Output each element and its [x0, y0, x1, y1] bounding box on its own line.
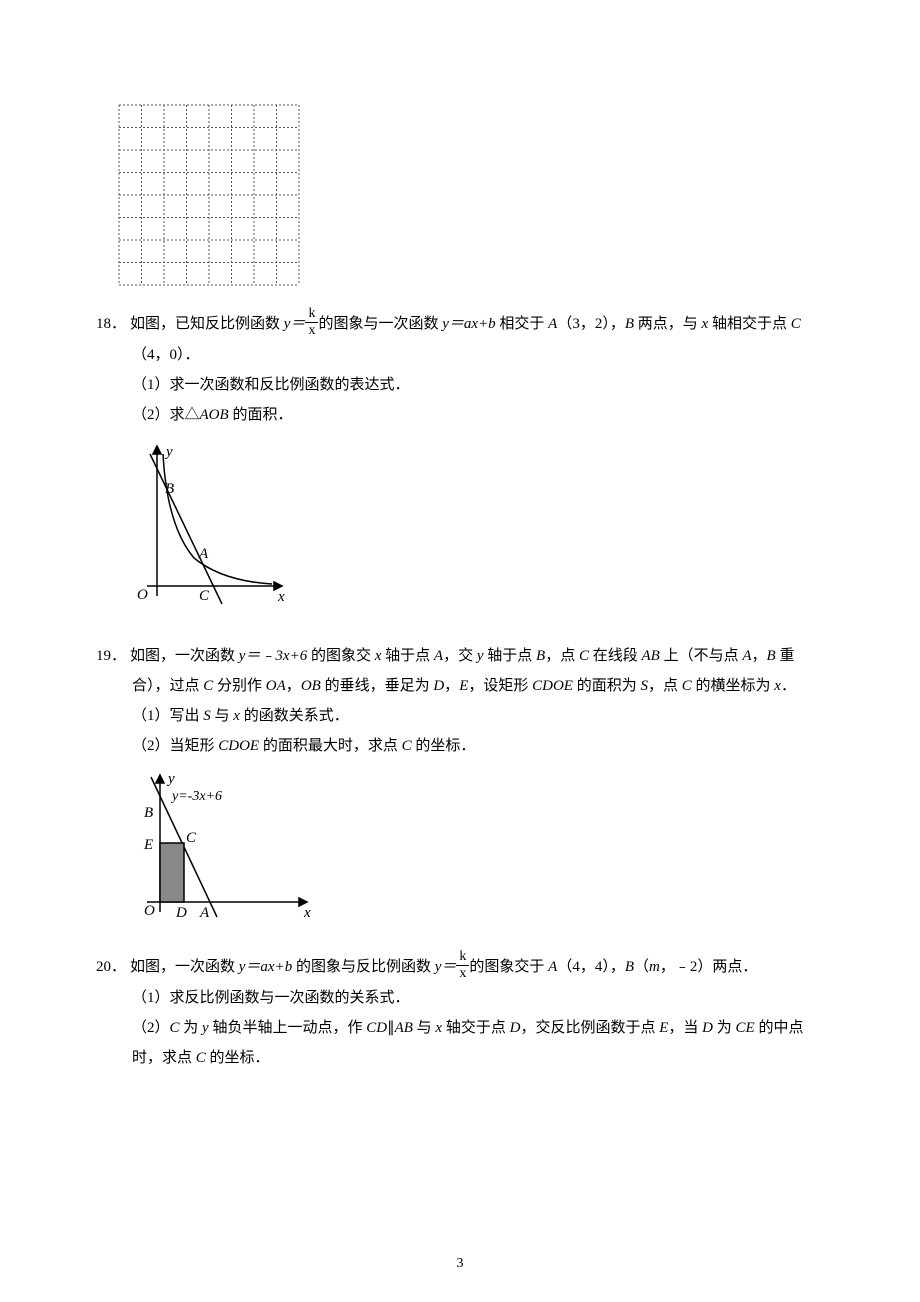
svg-text:x: x [277, 589, 285, 605]
q18-p1: （1）求一次函数和反比例函数的表达式． [90, 370, 830, 400]
page: 18．如图，已知反比例函数 y＝kx的图象与一次函数 y＝ax+b 相交于 A（… [0, 0, 920, 1302]
grid-figure-wrap [90, 100, 830, 295]
q19-p2: （2）当矩形 CDOE 的面积最大时，求点 C 的坐标． [90, 731, 830, 761]
svg-text:y: y [164, 444, 173, 460]
q19-line1: 如图，一次函数 y＝﹣3x+6 的图象交 x 轴于点 A，交 y 轴于点 B，点… [130, 648, 794, 664]
problem-18: 18．如图，已知反比例函数 y＝kx的图象与一次函数 y＝ax+b 相交于 A（… [90, 309, 830, 627]
q20-p2: （2）C 为 y 轴负半轴上一动点，作 CD∥AB 与 x 轴交于点 D，交反比… [90, 1013, 830, 1043]
q19-chart-icon: y y=-3x+6 B E C O D A x [122, 767, 322, 927]
q20-num: 20． [90, 952, 126, 982]
q18-figure: y x O B A C [90, 436, 830, 627]
q19-num: 19． [90, 641, 126, 671]
svg-text:C: C [186, 830, 197, 846]
q20-p1: （1）求反比例函数与一次函数的关系式． [90, 983, 830, 1013]
svg-text:E: E [143, 837, 153, 853]
q18-chart-icon: y x O B A C [122, 436, 292, 616]
q18-p2: （2）求△AOB 的面积． [90, 400, 830, 430]
problem-20: 20．如图，一次函数 y＝ax+b 的图象与反比例函数 y＝kx的图象交于 A（… [90, 952, 830, 1073]
q18-num: 18． [90, 309, 126, 339]
q20-line1: 如图，一次函数 y＝ax+b 的图象与反比例函数 y＝kx的图象交于 A（4，4… [130, 959, 757, 975]
fraction: kx [305, 307, 318, 338]
q20-p3: 时，求点 C 的坐标． [90, 1043, 830, 1073]
watermark-icon: ▪ [387, 649, 390, 659]
q19-line2: 合），过点 C 分别作 OA，OB 的垂线，垂足为 D，E，设矩形 CDOE 的… [90, 671, 830, 701]
svg-text:C: C [199, 588, 210, 604]
svg-text:D: D [175, 905, 187, 921]
svg-text:B: B [144, 805, 153, 821]
problem-19: 19．如图，一次函数 y＝﹣3x+6 的图象交 x 轴于点 A，交 y 轴于点 … [90, 641, 830, 938]
svg-text:O: O [137, 587, 148, 603]
svg-text:A: A [199, 905, 210, 921]
svg-text:y=-3x+6: y=-3x+6 [170, 789, 222, 804]
page-number: 3 [0, 1256, 920, 1272]
fraction: kx [456, 950, 469, 981]
q19-figure: y y=-3x+6 B E C O D A x [90, 767, 830, 938]
dotted-grid-icon [114, 100, 304, 290]
svg-text:x: x [303, 905, 311, 921]
svg-text:O: O [144, 903, 155, 919]
svg-text:y: y [166, 771, 175, 787]
svg-text:B: B [165, 481, 174, 497]
q18-line1: 如图，已知反比例函数 y＝kx的图象与一次函数 y＝ax+b 相交于 A（3，2… [130, 316, 801, 332]
svg-text:A: A [198, 546, 209, 562]
q19-p1: （1）写出 S 与 x 的函数关系式． [90, 701, 830, 731]
q18-line2: （4，0）． [90, 340, 830, 370]
